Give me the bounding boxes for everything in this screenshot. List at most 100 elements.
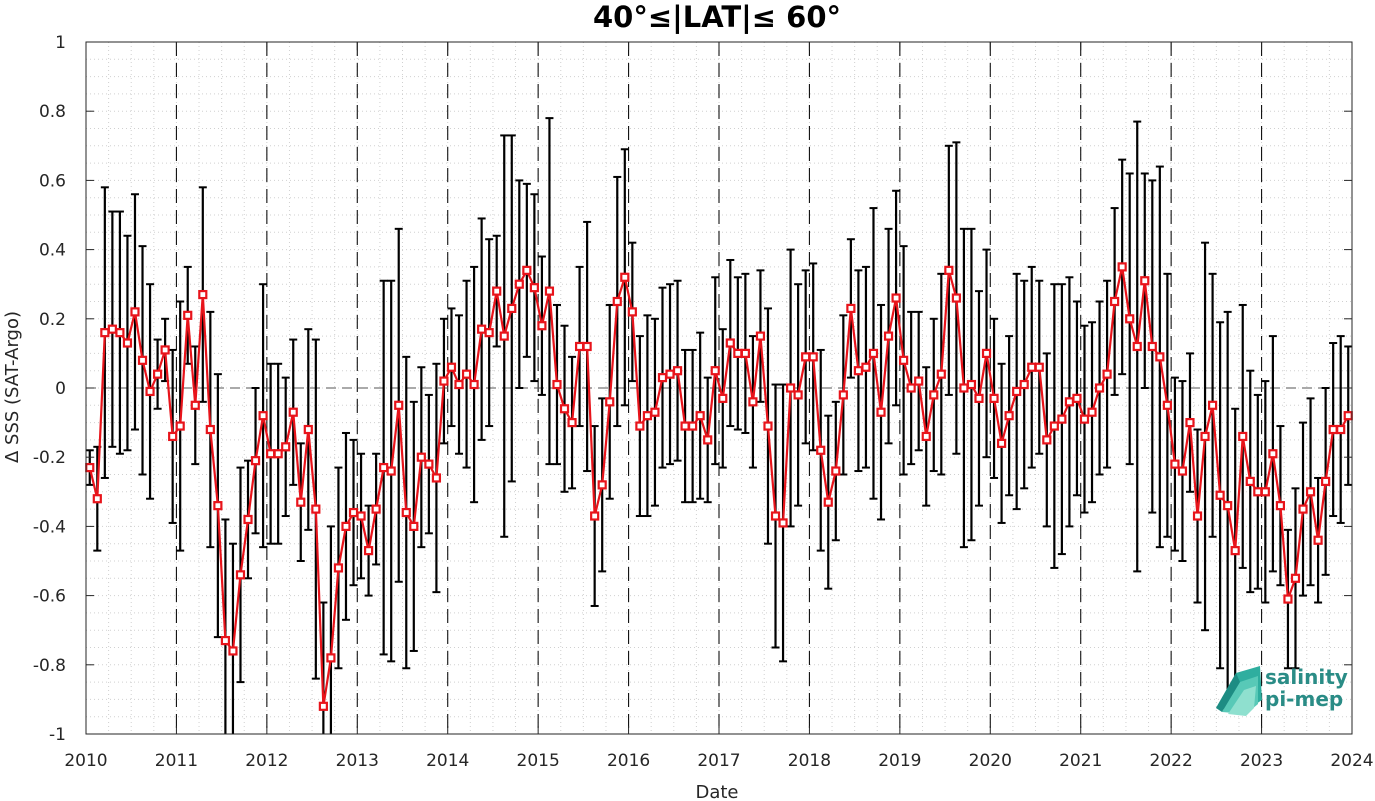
data-point-marker xyxy=(333,563,344,573)
data-point-marker xyxy=(522,265,532,275)
data-point-marker xyxy=(1268,449,1278,459)
data-point-marker xyxy=(876,407,886,417)
data-point-marker xyxy=(273,449,283,459)
data-point-marker xyxy=(1260,487,1270,497)
data-point-marker xyxy=(1215,490,1225,500)
x-tick-label: 2012 xyxy=(245,751,288,771)
data-point-marker xyxy=(921,431,931,442)
data-point-marker xyxy=(469,379,479,390)
data-point-marker xyxy=(1072,393,1082,403)
data-point-marker xyxy=(1057,414,1067,424)
data-point-marker xyxy=(778,518,788,528)
data-point-marker xyxy=(861,362,871,372)
data-point-marker xyxy=(409,521,419,532)
x-tick-label: 2021 xyxy=(1059,751,1102,771)
data-point-marker xyxy=(688,421,698,431)
data-point-marker xyxy=(220,635,231,646)
data-point-marker xyxy=(899,355,909,365)
data-point-marker xyxy=(672,366,683,376)
data-point-marker xyxy=(725,338,735,348)
data-point-marker xyxy=(1192,511,1203,521)
data-point-marker xyxy=(1012,386,1022,397)
x-tick-label: 2010 xyxy=(64,751,107,771)
data-point-marker xyxy=(228,646,238,656)
data-point-marker xyxy=(394,400,404,410)
data-point-marker xyxy=(1313,535,1323,545)
data-point-marker xyxy=(635,421,645,431)
x-tick-label: 2019 xyxy=(878,751,921,771)
data-point-marker xyxy=(311,504,321,514)
y-tick-label: 0.2 xyxy=(39,310,66,330)
data-point-marker xyxy=(213,501,223,511)
data-point-marker xyxy=(929,390,939,400)
data-point-marker xyxy=(1110,296,1120,307)
data-point-marker xyxy=(816,445,826,455)
x-axis-ticks: 2010 2011 2012 2013 2014 2015 2016 2017 2018 2019… xyxy=(64,42,1374,771)
data-point-marker xyxy=(838,390,848,400)
y-tick-label: -0.8 xyxy=(33,656,66,676)
data-point-marker xyxy=(906,383,916,393)
data-point-marker xyxy=(718,393,728,403)
error-bar xyxy=(228,542,237,734)
x-tick-label: 2013 xyxy=(336,751,379,771)
data-point-marker xyxy=(303,424,313,435)
data-point-marker xyxy=(597,480,607,490)
data-point-marker xyxy=(680,421,690,431)
data-point-marker xyxy=(198,289,208,300)
data-point-marker xyxy=(92,494,102,504)
data-point-marker xyxy=(1019,379,1029,390)
data-point-marker xyxy=(605,397,615,407)
data-point-marker xyxy=(454,379,464,390)
data-point-marker xyxy=(371,504,381,514)
data-point-marker xyxy=(250,456,261,466)
data-point-marker xyxy=(1185,418,1195,428)
x-axis-label: Date xyxy=(695,782,738,801)
data-point-marker xyxy=(492,286,502,296)
x-tick-label: 2024 xyxy=(1330,751,1373,771)
x-tick-label: 2022 xyxy=(1150,751,1193,771)
data-point-marker xyxy=(1321,476,1331,487)
y-tick-label: 0.6 xyxy=(39,171,66,191)
data-point-marker xyxy=(642,411,653,421)
series-markers xyxy=(85,262,1353,711)
y-tick-label: 0 xyxy=(55,379,66,399)
data-point-marker xyxy=(326,653,336,663)
data-point-marker xyxy=(168,431,178,442)
x-tick-label: 2015 xyxy=(517,751,560,771)
data-point-marker xyxy=(823,497,833,507)
data-point-marker xyxy=(733,348,743,358)
data-point-marker xyxy=(461,369,472,379)
data-point-marker xyxy=(1275,501,1286,511)
data-point-marker xyxy=(1290,573,1301,583)
data-point-marker xyxy=(1034,362,1044,372)
data-point-marker xyxy=(401,507,411,518)
data-point-marker xyxy=(1155,352,1165,362)
data-point-marker xyxy=(770,511,781,521)
data-point-marker xyxy=(296,497,306,507)
data-point-marker xyxy=(552,379,562,390)
data-point-marker xyxy=(288,407,298,417)
data-point-marker xyxy=(130,307,140,317)
data-point-marker xyxy=(703,435,713,445)
data-point-marker xyxy=(1049,421,1059,431)
y-tick-label: 0.4 xyxy=(39,241,66,261)
error-bar xyxy=(326,525,335,734)
data-point-marker xyxy=(1328,424,1338,435)
data-point-marker xyxy=(439,376,449,386)
y-tick-label: 1 xyxy=(55,33,66,53)
data-point-marker xyxy=(145,386,155,397)
x-tick-label: 2018 xyxy=(788,751,831,771)
logo-mark-icon xyxy=(1216,666,1262,716)
data-point-marker xyxy=(115,328,125,338)
data-point-marker xyxy=(559,404,570,414)
data-point-marker xyxy=(235,570,246,580)
data-point-marker xyxy=(107,324,117,334)
data-point-marker xyxy=(966,379,977,390)
data-point-marker xyxy=(1117,262,1127,272)
data-point-marker xyxy=(205,424,215,435)
x-tick-label: 2014 xyxy=(426,751,469,771)
data-point-marker xyxy=(266,449,276,459)
data-point-marker xyxy=(499,331,509,341)
data-point-marker xyxy=(379,462,389,473)
data-point-marker xyxy=(710,366,720,376)
